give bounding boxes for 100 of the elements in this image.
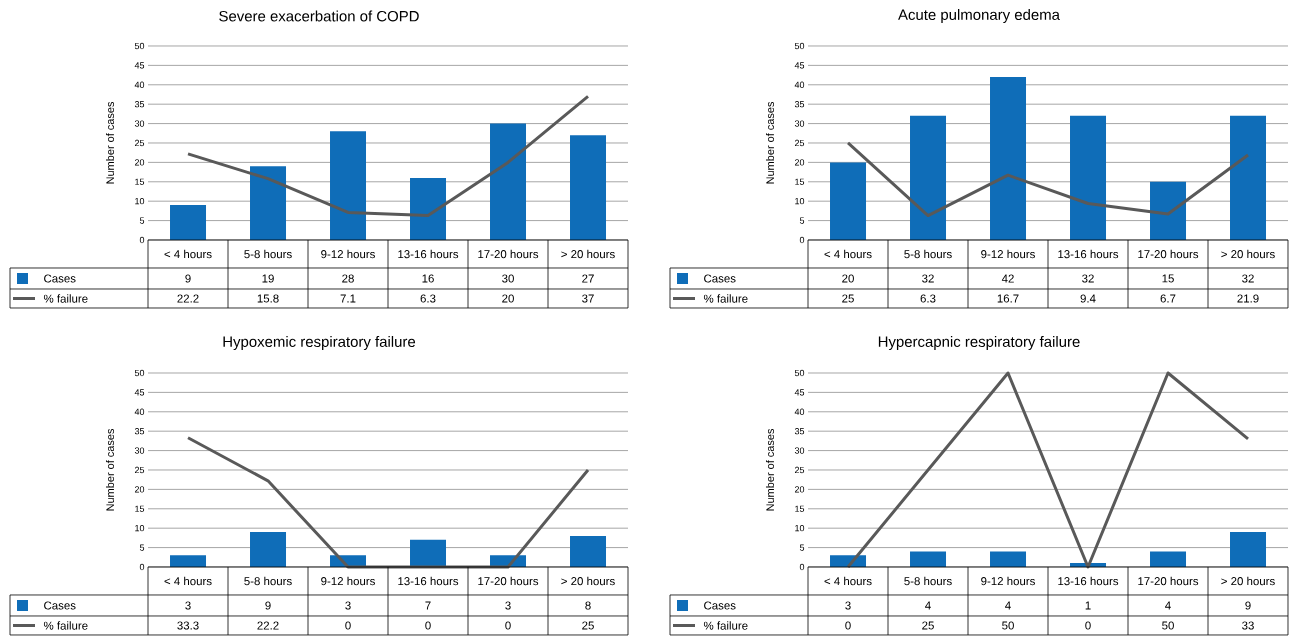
x-tick-label: 17-20 hours [1138,576,1199,586]
data-label: 0 [1085,621,1091,630]
y-axis-title: Number of cases [765,101,775,184]
x-tick-label: 5-8 hours [244,249,292,259]
bar [1230,532,1267,567]
legend-label: Cases [44,601,76,610]
data-label: 3 [845,601,851,610]
x-tick-label: 13-16 hours [398,576,459,586]
data-label: 0 [845,621,851,630]
bar [910,115,947,240]
y-tick-label: 50 [134,369,145,377]
data-label: 4 [1165,601,1171,610]
y-tick-label: 20 [794,486,805,493]
data-label: 33.3 [177,621,199,630]
y-tick-label: 25 [134,139,145,147]
bar [410,539,447,567]
y-tick-label: 40 [794,408,805,415]
chart-title: Hypoxemic respiratory failure [223,336,416,350]
y-tick-label: 30 [134,120,145,127]
bar [1070,115,1107,240]
y-tick-label: 50 [794,42,805,50]
data-label: 50 [1162,621,1174,630]
data-label: 19 [262,274,274,283]
data-label: 9 [265,601,271,610]
y-tick-label: 15 [135,178,145,185]
y-tick-label: 45 [134,389,145,396]
x-tick-label: 17-20 hours [478,576,539,586]
bar [410,177,447,240]
x-tick-label: 9-12 hours [981,576,1035,586]
bar [990,77,1027,240]
bar [330,131,367,240]
data-label: 15 [1162,274,1174,283]
x-tick-label: 9-12 hours [981,249,1035,259]
y-axis-title: Number of cases [765,428,775,511]
bar [570,535,607,567]
data-label: 20 [502,294,514,303]
y-tick-label: 30 [794,120,805,127]
bar [1150,551,1187,567]
y-tick-label: 5 [799,544,805,551]
data-label: 7.1 [340,294,356,303]
legend-label: % failure [43,294,88,303]
data-label: 15.8 [257,294,279,303]
x-tick-label: 5-8 hours [244,576,292,586]
y-tick-label: 0 [799,236,805,244]
data-label: 30 [502,274,514,283]
bar [830,162,867,240]
data-label: 28 [342,274,354,283]
data-label: 9 [1245,601,1251,610]
y-tick-label: 5 [139,544,145,551]
y-tick-label: 20 [134,486,145,493]
data-label: 32 [1242,274,1254,283]
x-tick-label: < 4 hours [824,576,872,586]
x-tick-label: < 4 hours [824,249,872,259]
y-tick-label: 5 [799,217,805,224]
y-tick-label: 10 [795,198,805,205]
x-tick-label: > 20 hours [1221,249,1275,259]
bar [250,532,287,567]
x-tick-label: 9-12 hours [321,576,375,586]
legend-label: % failure [43,621,88,630]
y-tick-label: 25 [794,139,805,147]
data-label: 32 [922,274,934,283]
data-label: 0 [425,621,431,630]
legend-label: Cases [704,601,736,610]
bar [170,205,207,240]
bar [490,123,527,240]
data-label: 32 [1082,274,1094,283]
y-tick-label: 10 [135,198,145,205]
data-label: 3 [345,601,351,610]
data-label: 3 [505,601,511,610]
y-tick-label: 15 [795,505,805,512]
y-tick-label: 40 [134,81,145,88]
bar [1230,115,1267,240]
x-tick-label: 13-16 hours [1058,576,1119,586]
data-label: 21.9 [1237,294,1259,303]
data-label: 42 [1001,274,1014,283]
data-label: 33 [1242,621,1254,630]
data-label: 22.2 [257,621,279,630]
data-label: 3 [185,601,191,610]
y-tick-label: 20 [794,159,805,166]
y-tick-label: 0 [139,563,145,571]
data-label: 22.2 [177,294,199,303]
chart-title: Severe exacerbation of COPD [219,10,419,22]
data-label: 27 [582,274,594,283]
y-tick-label: 30 [794,447,805,454]
x-tick-label: 5-8 hours [904,576,952,586]
data-label: 50 [1002,621,1014,630]
bar [570,135,607,240]
y-tick-label: 30 [134,447,145,454]
x-tick-label: 17-20 hours [1138,249,1199,259]
x-tick-label: 13-16 hours [398,249,459,259]
y-tick-label: 15 [135,505,145,512]
chart-title: Acute pulmonary edema [898,9,1060,23]
data-label: 16 [422,274,434,283]
bar [990,551,1027,567]
bar [910,551,947,567]
data-label: 25 [922,621,934,630]
y-tick-label: 45 [794,62,805,69]
x-tick-label: < 4 hours [164,576,212,586]
data-label: 37 [582,294,594,303]
y-tick-label: 40 [134,408,145,415]
